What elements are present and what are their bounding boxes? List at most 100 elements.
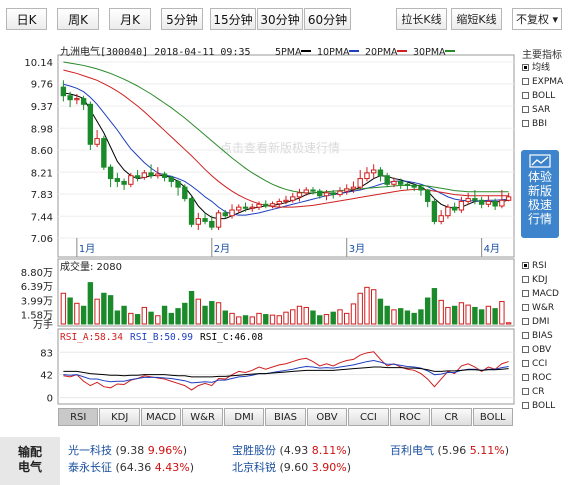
indicator-tab-bar: RSI KDJ MACD W&R DMI BIAS OBV CCI ROC CR BOLL <box>58 408 514 426</box>
candle-body <box>478 199 485 205</box>
indicator-tab-macd[interactable]: MACD <box>140 408 182 426</box>
volume-bar <box>323 314 330 325</box>
indicator-tab-boll[interactable]: BOLL <box>472 408 513 426</box>
price-tick-label: 7.83 <box>31 190 53 201</box>
volume-bar <box>148 311 154 325</box>
checkbox-icon[interactable] <box>522 374 529 381</box>
ma-legend: 5PMA 10PMA 20PMA 30PMA <box>275 47 455 58</box>
volume-bar <box>404 310 411 325</box>
sub-indicator-w-r[interactable]: W&R <box>518 301 569 315</box>
volume-bar <box>269 314 276 325</box>
sub-indicator-cr[interactable]: CR <box>518 385 569 399</box>
main-indicator-boll[interactable]: BOLL <box>518 89 569 103</box>
sub-indicator-boll[interactable]: BOLL <box>518 399 569 413</box>
sub-indicator-roc[interactable]: ROC <box>518 371 569 385</box>
stock-name[interactable]: 北京科锐 <box>232 461 276 474</box>
checkbox-icon[interactable] <box>522 106 529 113</box>
tab-week-k[interactable]: 周K <box>57 8 99 30</box>
tab-30min[interactable]: 30分钟 <box>257 8 303 30</box>
tab-15min[interactable]: 15分钟 <box>210 8 256 30</box>
sub-indicator-cci[interactable]: CCI <box>518 357 569 371</box>
sub-indicator-rsi[interactable]: RSI <box>518 259 569 273</box>
candle-body <box>182 186 188 200</box>
checkbox-icon[interactable] <box>522 78 529 85</box>
sub-indicator-obv[interactable]: OBV <box>518 343 569 357</box>
candle-body <box>209 220 215 228</box>
volume-bar <box>114 310 121 325</box>
tab-month-k[interactable]: 月K <box>109 8 151 30</box>
main-indicator-expma[interactable]: EXPMA <box>518 75 569 89</box>
main-indicator-bbi[interactable]: BBI <box>518 117 569 131</box>
sub-indicator-bias[interactable]: BIAS <box>518 329 569 343</box>
checkbox-icon[interactable] <box>522 332 529 339</box>
zoom-in-button[interactable]: 缩短K线 <box>451 8 502 30</box>
candle-body <box>195 218 201 225</box>
zoom-out-button[interactable]: 拉长K线 <box>396 8 447 30</box>
stock-name[interactable]: 泰永长征 <box>68 461 112 474</box>
ma-legend-label: 30PMA <box>413 47 446 58</box>
checkbox-icon[interactable] <box>522 120 529 127</box>
checkbox-icon[interactable] <box>522 304 529 311</box>
month-label: 1月 <box>79 243 95 255</box>
sector-line-1: 输配 <box>17 445 42 459</box>
related-stock-item[interactable]: 光一科技 (9.38 9.96%) <box>68 442 187 458</box>
candle-body <box>337 190 343 196</box>
new-version-promo-button[interactable]: 体验 新版 极速 行情 <box>521 150 559 238</box>
volume-bar <box>357 292 363 325</box>
indicator-tab-dmi[interactable]: DMI <box>223 408 265 426</box>
price-tick-label: 7.06 <box>31 234 53 245</box>
candle-body <box>290 196 296 201</box>
candle-body <box>175 180 181 188</box>
volume-bar <box>499 301 505 325</box>
volume-bar <box>222 310 228 325</box>
checkbox-icon[interactable] <box>522 402 529 409</box>
checkbox-icon[interactable] <box>522 388 529 395</box>
indicator-tab-obv[interactable]: OBV <box>306 408 348 426</box>
indicator-tab-cr[interactable]: CR <box>431 408 472 426</box>
main-indicator--[interactable]: 均线 <box>518 61 569 75</box>
volume-bar <box>411 312 417 325</box>
volume-bar <box>350 303 357 325</box>
checkbox-icon[interactable] <box>522 64 529 71</box>
tab-day-k[interactable]: 日K <box>6 8 47 30</box>
candle-body <box>350 186 357 190</box>
related-stock-item[interactable]: 北京科锐 (9.60 3.90%) <box>232 459 351 475</box>
tab-60min[interactable]: 60分钟 <box>304 8 351 30</box>
adjust-select[interactable]: 不复权 ▾ <box>512 8 562 30</box>
indicator-tab-rsi[interactable]: RSI <box>58 408 99 426</box>
checkbox-icon[interactable] <box>522 92 529 99</box>
checkbox-icon[interactable] <box>522 262 529 269</box>
checkbox-icon[interactable] <box>522 276 529 283</box>
sub-indicator-macd[interactable]: MACD <box>518 287 569 301</box>
volume-bar <box>330 311 336 325</box>
indicator-label: OBV <box>532 345 552 355</box>
rsi-c-label: RSI_C:46.08 <box>200 332 263 343</box>
related-stock-item[interactable]: 泰永长征 (64.36 4.43%) <box>68 459 194 475</box>
stock-name[interactable]: 宝胜股份 <box>232 444 276 457</box>
main-indicator-sar[interactable]: SAR <box>518 103 569 117</box>
sector-line-2: 电气 <box>17 460 42 474</box>
stock-name[interactable]: 百利电气 <box>390 444 434 457</box>
indicator-tab-roc[interactable]: ROC <box>389 408 431 426</box>
candle-body <box>499 199 505 207</box>
indicator-tab-cci[interactable]: CCI <box>348 408 389 426</box>
related-stock-item[interactable]: 宝胜股份 (4.93 8.11%) <box>232 442 351 458</box>
indicator-tab-kdj[interactable]: KDJ <box>99 408 140 426</box>
indicator-label: BIAS <box>532 331 553 341</box>
checkbox-icon[interactable] <box>522 346 529 353</box>
indicator-tab-bias[interactable]: BIAS <box>265 408 306 426</box>
sub-indicator-dmi[interactable]: DMI <box>518 315 569 329</box>
rsi-line-rsi-b <box>63 359 509 384</box>
sub-indicator-kdj[interactable]: KDJ <box>518 273 569 287</box>
ma-legend-label: 5PMA <box>275 47 302 58</box>
stock-name[interactable]: 光一科技 <box>68 444 112 457</box>
checkbox-icon[interactable] <box>522 290 529 297</box>
checkbox-icon[interactable] <box>522 318 529 325</box>
tab-5min[interactable]: 5分钟 <box>161 8 203 30</box>
volume-bar <box>445 306 451 325</box>
indicator-label: BBI <box>532 119 548 129</box>
indicator-label: BOLL <box>532 91 556 101</box>
related-stock-item[interactable]: 百利电气 (5.96 5.11%) <box>390 442 509 458</box>
indicator-tab-w-r[interactable]: W&R <box>182 408 223 426</box>
checkbox-icon[interactable] <box>522 360 529 367</box>
